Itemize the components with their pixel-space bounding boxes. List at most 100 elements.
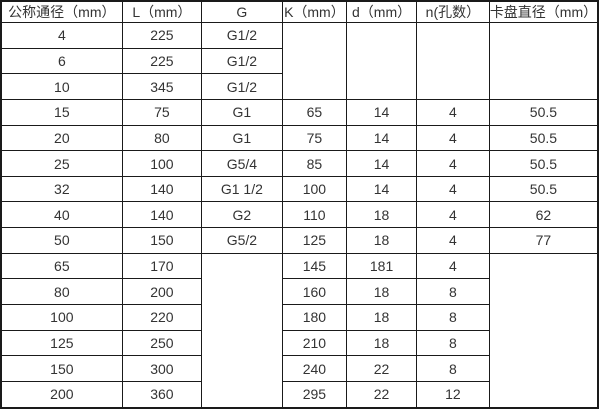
table-row: 15 75 G1 65 14 4 50.5 <box>0 98 599 126</box>
table-cell: 6 <box>0 47 123 75</box>
column-header: d（mm） <box>346 0 417 23</box>
table-cell-merged <box>281 22 348 100</box>
table-body: 4 225 G1/2 6 225 G1/2 10 345 G1/2 15 75 G1 65 14 4 50.5… <box>0 22 599 409</box>
table-cell: 8 <box>415 278 490 306</box>
table-row: 200 360 295 22 12 <box>0 380 598 409</box>
table-cell: 250 <box>121 329 203 357</box>
table-cell-merged <box>346 22 417 100</box>
table-cell: 110 <box>281 201 348 229</box>
table-cell: 25 <box>0 150 123 177</box>
table-cell-merged <box>488 22 599 100</box>
table-cell: 50 <box>0 227 123 254</box>
table-cell: 125 <box>281 227 348 254</box>
table-cell: 200 <box>0 380 123 409</box>
table-cell: 18 <box>346 329 417 357</box>
header-row: 公称通径（mm） L（mm） G K（mm） d（mm） n(孔数） 卡盘直径（mm） <box>0 0 599 23</box>
table-cell: 65 <box>0 252 123 280</box>
table-cell: 4 <box>415 175 490 203</box>
table-cell: 160 <box>281 278 348 306</box>
table-cell: 15 <box>0 98 123 126</box>
table-cell: 145 <box>281 252 348 280</box>
table-cell: 295 <box>281 380 348 409</box>
table-cell: G2 <box>201 201 283 229</box>
table-cell: 240 <box>281 355 348 382</box>
table-cell: 360 <box>121 380 203 409</box>
table-cell: G1 <box>201 98 283 126</box>
table-cell-merged <box>488 252 599 409</box>
table-cell: 18 <box>346 227 417 254</box>
table-cell: 75 <box>281 124 348 152</box>
table-cell: G1/2 <box>201 73 283 100</box>
table-cell: 4 <box>415 252 490 280</box>
table-cell: 210 <box>281 329 348 357</box>
table-cell: 8 <box>415 304 490 331</box>
table-cell: G5/4 <box>201 150 283 177</box>
table-cell: 14 <box>346 150 417 177</box>
table-cell: 125 <box>0 329 123 357</box>
table-cell: 14 <box>346 98 417 126</box>
table-row: 4 225 G1/2 <box>0 22 599 100</box>
table-cell: 80 <box>0 278 123 306</box>
table-cell-merged <box>201 252 283 409</box>
table-cell: 180 <box>281 304 348 331</box>
table-cell: 18 <box>346 201 417 229</box>
table-cell: 20 <box>0 124 123 152</box>
table-cell: 12 <box>415 380 490 409</box>
table-cell: 22 <box>346 380 417 409</box>
table-cell: 150 <box>0 355 123 382</box>
table-row: 100 220 180 18 8 <box>0 304 598 331</box>
table-row: 32 140 G1 1/2 100 14 4 50.5 <box>0 175 599 203</box>
table-cell: 4 <box>415 150 490 177</box>
column-header: K（mm） <box>281 0 348 23</box>
table-cell: 100 <box>281 175 348 203</box>
table-cell: 14 <box>346 175 417 203</box>
table-cell: 181 <box>346 252 417 280</box>
table-cell: 65 <box>281 98 348 126</box>
table-cell: 18 <box>346 304 417 331</box>
column-header: 卡盘直径（mm） <box>488 0 599 23</box>
table-row: 125 250 210 18 8 <box>0 329 598 357</box>
table-cell: 8 <box>415 355 490 382</box>
table-cell: 140 <box>121 201 203 229</box>
table-cell: 14 <box>346 124 417 152</box>
table-cell: G1/2 <box>201 47 283 75</box>
table-row: 10 345 G1/2 <box>0 73 598 100</box>
table-cell: 18 <box>346 278 417 306</box>
table-header: 公称通径（mm） L（mm） G K（mm） d（mm） n(孔数） 卡盘直径（mm） <box>0 0 599 23</box>
table-cell: G1 <box>201 124 283 152</box>
table-row: 40 140 G2 110 18 4 62 <box>0 201 599 229</box>
table-cell: 100 <box>0 304 123 331</box>
table-cell: 170 <box>121 252 203 280</box>
table-cell: 100 <box>121 150 203 177</box>
table-cell: 40 <box>0 201 123 229</box>
table-row: 6 225 G1/2 <box>0 47 598 75</box>
table-cell: 80 <box>121 124 203 152</box>
table-cell: G5/2 <box>201 227 283 254</box>
column-header: G <box>201 0 283 23</box>
table-row: 20 80 G1 75 14 4 50.5 <box>0 124 599 152</box>
table-cell: 50.5 <box>488 150 599 177</box>
table-cell: 62 <box>488 201 599 229</box>
table-cell: 50.5 <box>488 98 599 126</box>
table-cell: 50.5 <box>488 175 599 203</box>
table-row: 150 300 240 22 8 <box>0 355 598 382</box>
column-header: L（mm） <box>121 0 203 23</box>
table-cell: 4 <box>415 227 490 254</box>
table-cell: 85 <box>281 150 348 177</box>
table-cell: 4 <box>0 22 123 49</box>
table-cell: 50.5 <box>488 124 599 152</box>
table-cell: 75 <box>121 98 203 126</box>
column-header: 公称通径（mm） <box>0 0 123 23</box>
table-cell: 22 <box>346 355 417 382</box>
table-cell-merged <box>415 22 490 100</box>
column-header: n(孔数） <box>415 0 490 23</box>
table-cell: 150 <box>121 227 203 254</box>
table-cell: 345 <box>121 73 203 100</box>
table-row: 65 170 145 181 4 <box>0 252 599 409</box>
table-cell: 140 <box>121 175 203 203</box>
table-cell: 4 <box>415 201 490 229</box>
table-cell: 8 <box>415 329 490 357</box>
table-cell: 220 <box>121 304 203 331</box>
table-cell: 77 <box>488 227 599 254</box>
